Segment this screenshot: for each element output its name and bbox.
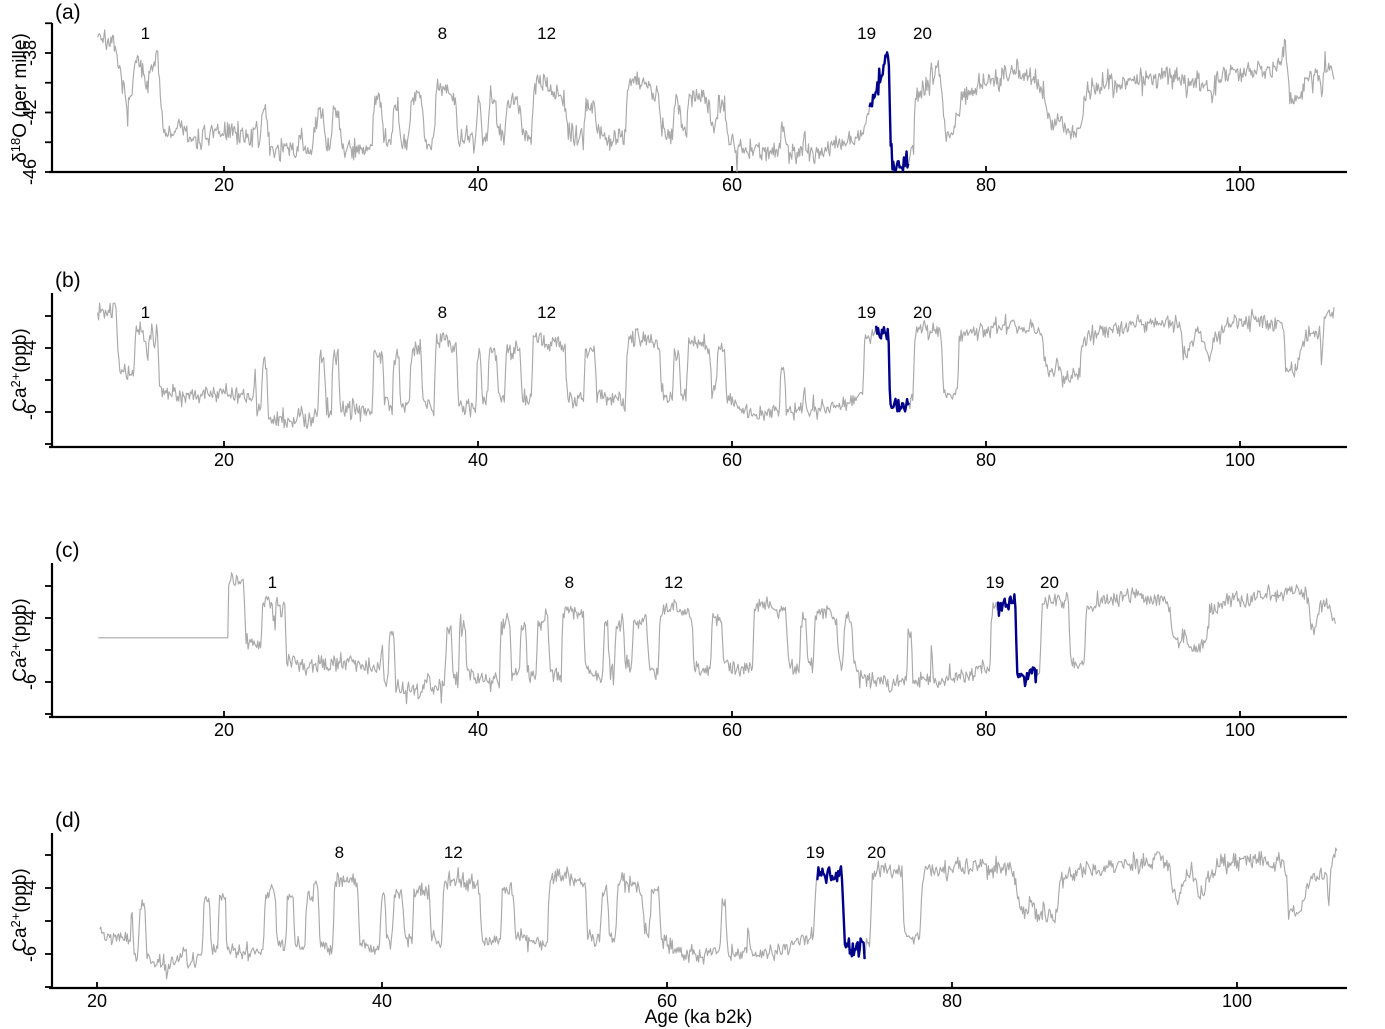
ylabel-c-rest: (ppb) (10, 598, 31, 643)
x-tick-label: 20 (214, 720, 234, 740)
ylabel-b-superscript: 2+ (8, 372, 23, 388)
y-tick-label: -4 (20, 610, 40, 626)
event-label-8: 8 (565, 573, 574, 592)
y-tick-label: -38 (20, 40, 40, 66)
x-tick-label: 60 (722, 175, 742, 195)
x-tick-label: 40 (372, 991, 392, 1011)
x-tick-label: 100 (1225, 720, 1255, 740)
panel-c-highlight-segment (996, 593, 1038, 688)
event-label-20: 20 (1040, 573, 1059, 592)
x-tick-label: 80 (942, 991, 962, 1011)
panel-a-series-line (97, 29, 1335, 173)
event-label-8: 8 (335, 843, 344, 862)
event-label-8: 8 (438, 24, 447, 43)
event-label-1: 1 (141, 24, 150, 43)
panel-d-y-axis-label: Ca2+(ppb) (8, 830, 34, 990)
x-tick-label: 60 (657, 991, 677, 1011)
panel-c: 20 40 60 80 100 -4 -6 1 8 12 19 20 (20, 563, 1347, 740)
x-tick-label: 20 (214, 450, 234, 470)
event-label-12: 12 (444, 843, 463, 862)
ylabel-d-base: Ca (10, 927, 31, 952)
y-tick-label: -6 (20, 404, 40, 420)
ylabel-a-superscript: 18 (8, 137, 23, 153)
x-tick-label: 20 (214, 175, 234, 195)
ylabel-b-rest: (ppb) (10, 328, 31, 373)
panel-c-y-axis-label: Ca2+(ppb) (8, 560, 34, 720)
x-tick-label: 40 (468, 720, 488, 740)
panel-b-y-axis-label: Ca2+(ppb) (8, 290, 34, 450)
panel-c-letter: (c) (55, 539, 80, 562)
x-tick-label: 40 (468, 175, 488, 195)
panel-a-highlight-segment (868, 51, 910, 173)
event-label-19: 19 (985, 573, 1004, 592)
panel-a-axes (49, 23, 1347, 174)
y-tick-label: -46 (20, 159, 40, 185)
ylabel-b-base: Ca (10, 387, 31, 412)
x-tick-label: 20 (87, 991, 107, 1011)
event-label-12: 12 (537, 24, 556, 43)
event-label-1: 1 (268, 573, 277, 592)
panel-d-letter: (d) (55, 809, 81, 832)
panel-b-axes (49, 293, 1347, 449)
event-label-19: 19 (857, 24, 876, 43)
x-tick-label: 80 (976, 720, 996, 740)
panel-a: 20 40 60 80 100 -38 -42 -46 1 8 12 19 20 (20, 22, 1347, 195)
y-tick-label: -4 (20, 880, 40, 896)
y-tick-label: -6 (20, 674, 40, 690)
panel-b-letter: (b) (55, 269, 81, 292)
x-tick-label: 80 (976, 450, 996, 470)
x-tick-label: 60 (722, 720, 742, 740)
panel-d-highlight-segment (816, 865, 866, 960)
ylabel-c-base: Ca (10, 657, 31, 682)
y-tick-label: -6 (20, 946, 40, 962)
panel-d-axes (49, 833, 1347, 990)
ylabel-c-superscript: 2+ (8, 642, 23, 658)
panel-b-highlight-segment (874, 325, 910, 413)
ylabel-d-rest: (ppb) (10, 868, 31, 913)
event-label-8: 8 (438, 303, 447, 322)
panel-b-series-line (97, 302, 1335, 429)
event-label-12: 12 (537, 303, 556, 322)
event-label-12: 12 (664, 573, 683, 592)
panel-c-series-line (98, 572, 1336, 705)
event-label-19: 19 (806, 843, 825, 862)
panel-a-letter: (a) (55, 1, 81, 24)
x-tick-label: 100 (1225, 175, 1255, 195)
event-label-20: 20 (913, 303, 932, 322)
event-label-19: 19 (857, 303, 876, 322)
panel-b: 20 40 60 80 100 -4 -6 1 8 12 19 20 (20, 293, 1347, 470)
x-tick-label: 100 (1222, 991, 1252, 1011)
event-label-1: 1 (141, 303, 150, 322)
ylabel-a-rest: O (per mille) (10, 33, 31, 138)
y-tick-label: -4 (20, 340, 40, 356)
panel-a-y-axis-label: δ18O (per mille) (8, 18, 34, 178)
panel-d: 20 40 60 80 100 -4 -6 8 12 19 20 (20, 833, 1347, 1011)
event-label-20: 20 (913, 24, 932, 43)
x-tick-label: 60 (722, 450, 742, 470)
ylabel-a-base: δ (10, 152, 31, 163)
x-tick-label: 80 (976, 175, 996, 195)
y-tick-label: -42 (20, 99, 40, 125)
panel-d-series-line (99, 847, 1338, 980)
ylabel-d-superscript: 2+ (8, 912, 23, 928)
x-axis-title: Age (ka b2k) (644, 1007, 753, 1028)
panel-c-axes (49, 563, 1347, 719)
x-tick-label: 40 (468, 450, 488, 470)
event-label-20: 20 (867, 843, 886, 862)
x-tick-label: 100 (1225, 450, 1255, 470)
